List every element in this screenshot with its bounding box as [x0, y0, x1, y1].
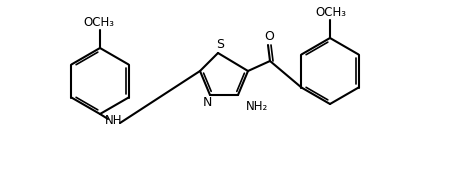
- Text: N: N: [202, 97, 212, 110]
- Text: S: S: [216, 39, 224, 52]
- Text: O: O: [264, 30, 274, 43]
- Text: NH: NH: [105, 115, 123, 128]
- Text: OCH₃: OCH₃: [84, 16, 115, 29]
- Text: NH₂: NH₂: [246, 101, 268, 113]
- Text: OCH₃: OCH₃: [316, 6, 346, 19]
